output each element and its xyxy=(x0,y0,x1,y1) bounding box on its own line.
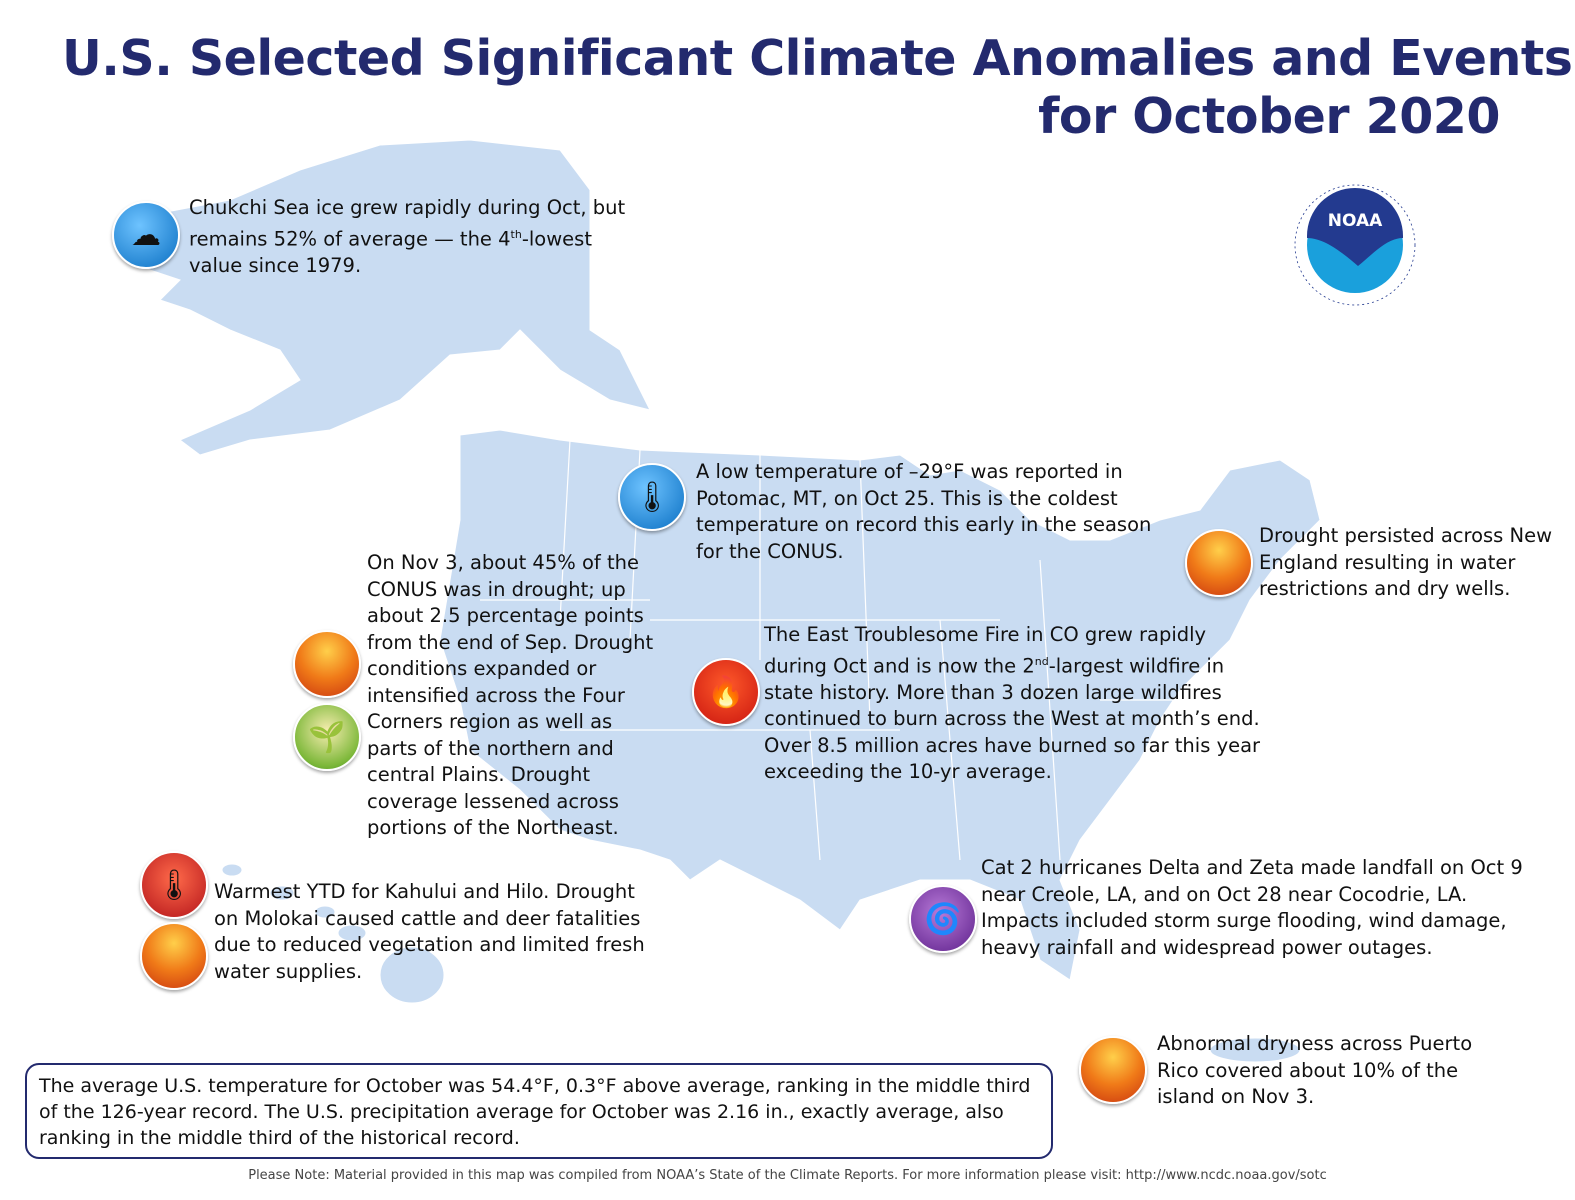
conus-drought-text: On Nov 3, about 45% of the CONUS was in … xyxy=(367,551,654,839)
drought-icon xyxy=(140,922,208,990)
hawaii-event-text: Warmest YTD for Kahului and Hilo. Drough… xyxy=(214,880,645,983)
alaska-event-text: Chukchi Sea ice grew rapidly during Oct,… xyxy=(189,196,626,277)
page-subtitle: for October 2020 xyxy=(1038,88,1500,145)
conus-shape xyxy=(439,429,1321,981)
thermometer-cold-icon: 🌡 xyxy=(618,463,686,531)
hurricane-event-text: Cat 2 hurricanes Delta and Zeta made lan… xyxy=(981,856,1523,959)
thermometer-hot-icon: 🌡 xyxy=(140,851,208,919)
hawaii-shape xyxy=(221,863,445,1004)
svg-text:NOAA: NOAA xyxy=(1328,211,1383,231)
alaska-shape xyxy=(119,139,651,456)
state-borders xyxy=(480,439,1180,861)
summary-box: The average U.S. temperature for October… xyxy=(25,1063,1053,1159)
fire-event-text: The East Troublesome Fire in CO grew rap… xyxy=(764,623,1261,783)
noaa-logo: NOAA xyxy=(1288,178,1422,312)
source-note: Please Note: Material provided in this m… xyxy=(248,1168,1327,1183)
puerto-rico-text: Abnormal dryness across Puerto Rico cove… xyxy=(1157,1032,1473,1108)
hurricane-icon: 🌀 xyxy=(909,885,977,953)
drought-icon xyxy=(293,630,361,698)
drought-icon xyxy=(1185,529,1253,597)
puerto-rico-shape xyxy=(1209,1037,1301,1063)
drought-improvement-icon: 🌱 xyxy=(293,703,361,771)
page-title: U.S. Selected Significant Climate Anomal… xyxy=(62,30,1573,87)
sea-ice-icon: ☁ xyxy=(112,201,180,269)
dryness-icon xyxy=(1079,1036,1147,1104)
cold-event-text: A low temperature of –29°F was reported … xyxy=(696,460,1152,563)
wildfire-icon: 🔥 xyxy=(692,658,760,726)
new-england-text: Drought persisted across New England res… xyxy=(1259,524,1553,600)
